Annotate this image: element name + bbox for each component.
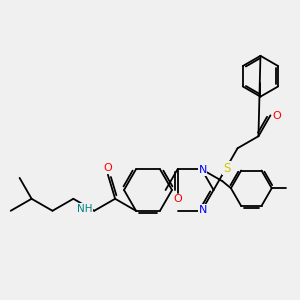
Text: O: O [272, 111, 281, 122]
Text: O: O [103, 163, 112, 173]
Text: S: S [223, 162, 230, 175]
Text: N: N [198, 165, 207, 175]
Text: O: O [173, 194, 182, 204]
Text: NH: NH [77, 204, 92, 214]
Text: N: N [198, 205, 207, 215]
